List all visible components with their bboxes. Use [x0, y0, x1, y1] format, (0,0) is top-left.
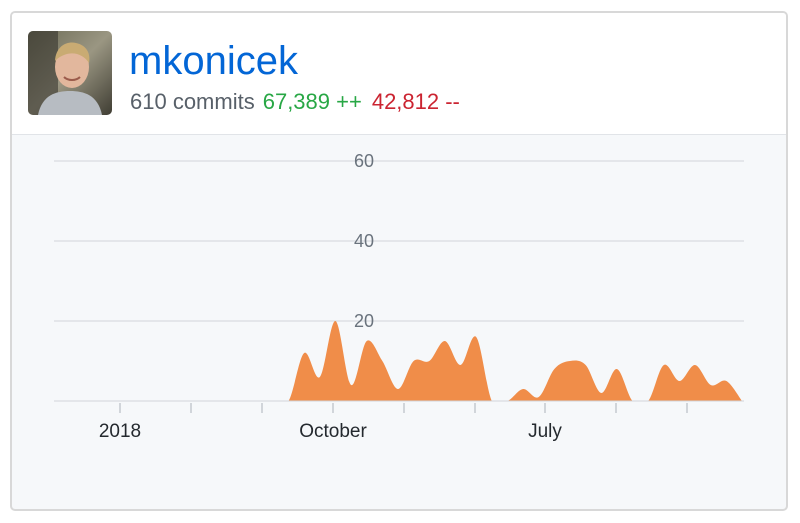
contributor-stats: 610 commits 67,389 ++ 42,812 -- — [130, 89, 460, 115]
contributor-card: mkonicek 610 commits 67,389 ++ 42,812 -- 2… — [10, 11, 788, 511]
card-header: mkonicek 610 commits 67,389 ++ 42,812 -- — [12, 13, 786, 135]
grid-lines — [54, 160, 744, 322]
y-tick-label: 20 — [354, 311, 374, 331]
x-tick-label: October — [299, 421, 367, 442]
additions-count: 67,389 ++ — [262, 89, 362, 114]
commit-count: 610 commits — [130, 89, 255, 114]
person-photo-icon — [28, 31, 112, 115]
y-tick-label: 40 — [354, 231, 374, 251]
x-axis-tick-marks — [119, 403, 688, 413]
x-axis-tick-labels: 2018 October July — [99, 421, 563, 442]
y-axis-tick-labels: 20 40 60 — [354, 151, 374, 331]
x-tick-label: 2018 — [99, 421, 141, 442]
avatar[interactable] — [28, 31, 112, 115]
y-tick-label: 60 — [354, 151, 374, 171]
x-tick-label: July — [528, 421, 562, 442]
username-link[interactable]: mkonicek — [129, 39, 298, 83]
deletions-count: 42,812 -- — [371, 89, 460, 114]
commit-activity-chart: 20 40 60 2018 October July — [54, 151, 744, 442]
commit-area-series — [54, 320, 742, 401]
